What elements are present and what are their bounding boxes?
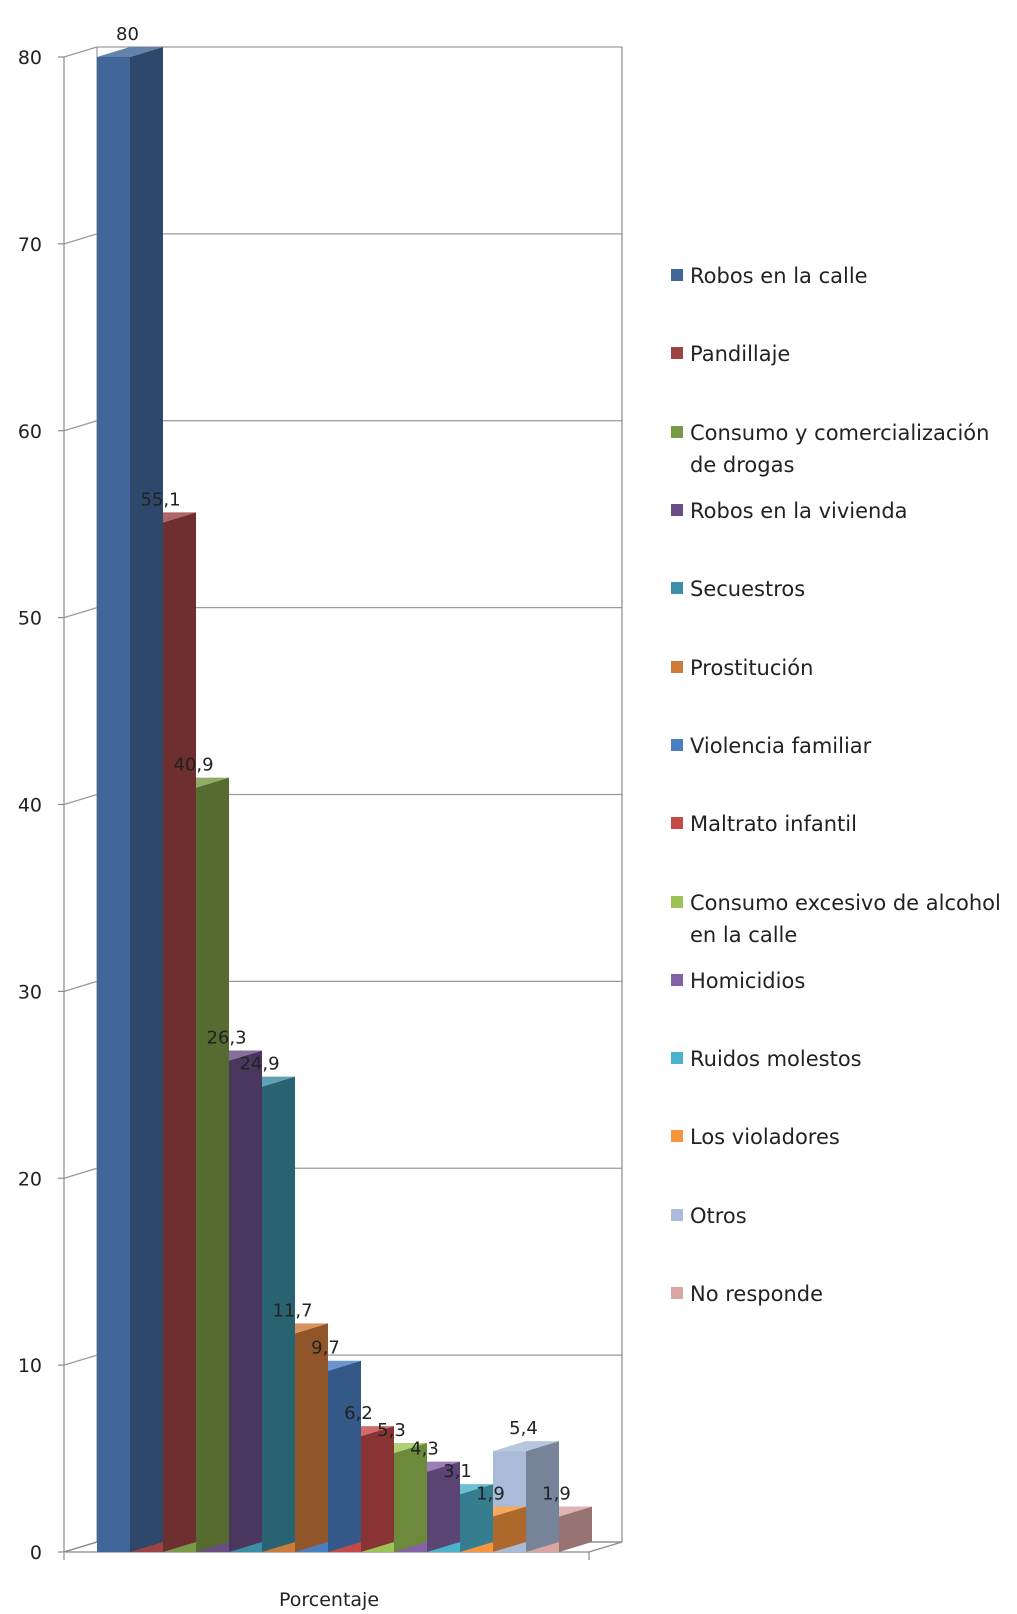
legend-label: Secuestros (690, 577, 806, 601)
bar-side-face (361, 1426, 394, 1552)
legend-label: Robos en la vivienda (690, 499, 908, 523)
legend-label: Los violadores (690, 1125, 840, 1149)
legend-swatch (671, 269, 683, 281)
legend-label: Homicidios (690, 969, 806, 993)
gridline-depth (63, 420, 98, 432)
bar-front-face (97, 57, 130, 1552)
legend-label: Pandillaje (690, 342, 791, 366)
bar-side-face (493, 1506, 526, 1552)
legend-item: Robos en la vivienda (671, 495, 1010, 527)
legend-item: No responde (671, 1278, 1010, 1310)
legend-label: Robos en la calle (690, 264, 868, 288)
gridline-depth (63, 793, 98, 806)
bar-side-face (427, 1461, 460, 1552)
data-label: 9,7 (311, 1338, 340, 1359)
legend-item: Violencia familiar (671, 730, 1010, 762)
bar-side-face (163, 512, 196, 1552)
legend-item: Secuestros (671, 573, 1010, 605)
legend-label: Maltrato infantil (690, 812, 857, 836)
legend-swatch (671, 661, 683, 673)
bar-side-face (262, 1076, 295, 1552)
data-label: 1,9 (542, 1483, 571, 1504)
legend-swatch (671, 426, 683, 438)
y-tick-label: 60 (18, 421, 42, 443)
data-label: 6,2 (344, 1403, 373, 1424)
y-tick-label: 70 (18, 234, 42, 256)
chart-data-labels: 8055,140,926,324,911,79,76,25,34,33,11,9… (116, 24, 571, 1504)
data-label: 5,3 (377, 1420, 406, 1441)
bar-top-face (97, 47, 163, 57)
gridline-depth (63, 233, 98, 245)
y-tick-label: 30 (18, 981, 42, 1003)
bar (97, 47, 163, 1552)
legend-label: Otros (690, 1204, 747, 1228)
legend-item: Consumo excesivo de alcohol en la calle (671, 887, 1010, 951)
legend-swatch (671, 582, 683, 594)
data-label: 11,7 (272, 1300, 312, 1321)
legend-swatch (671, 1052, 683, 1064)
y-tick-label: 80 (18, 47, 42, 69)
y-tick-label: 20 (18, 1168, 42, 1190)
legend-swatch (671, 1287, 683, 1299)
gridline-depth (63, 980, 98, 992)
y-tick-label: 0 (30, 1542, 42, 1564)
bar-side-face (526, 1441, 559, 1552)
legend-item: Maltrato infantil (671, 808, 1010, 840)
legend-item: Otros (671, 1200, 1010, 1232)
y-tick-label: 50 (18, 608, 42, 630)
legend-label: Ruidos molestos (690, 1047, 862, 1071)
bar-side-face (196, 777, 229, 1552)
legend-swatch (671, 347, 683, 359)
legend-item: Pandillaje (671, 338, 1010, 370)
legend-swatch (671, 974, 683, 986)
legend-swatch (671, 817, 683, 829)
data-label: 55,1 (140, 489, 180, 510)
bar-side-face (328, 1360, 361, 1552)
data-label: 4,3 (410, 1439, 439, 1460)
data-label: 24,9 (239, 1054, 279, 1075)
bar-side-face (295, 1323, 328, 1552)
legend-item: Prostitución (671, 652, 1010, 684)
legend-label: Prostitución (690, 656, 814, 680)
bar-top-face (493, 1441, 559, 1452)
data-label: 1,9 (476, 1483, 505, 1504)
legend-label: Consumo excesivo de alcohol en la calle (690, 891, 1001, 947)
bar-side-face (559, 1506, 592, 1552)
legend-swatch (671, 504, 683, 516)
y-tick-label: 10 (18, 1355, 42, 1377)
chart-axes: 0 10 20 30 40 50 60 70 80 (18, 47, 623, 1564)
legend-label: Consumo y comercialización de drogas (690, 421, 990, 477)
bar-side-face (229, 1050, 262, 1552)
legend-item: Ruidos molestos (671, 1043, 1010, 1075)
legend-swatch (671, 896, 683, 908)
data-label: 3,1 (443, 1461, 472, 1482)
legend-swatch (671, 739, 683, 751)
gridline-depth (63, 1167, 98, 1179)
gridline-depth (63, 607, 98, 619)
legend-item: Robos en la calle (671, 260, 1010, 292)
bar-side-face (130, 47, 163, 1552)
legend-item: Consumo y comercialización de drogas (671, 417, 1010, 481)
legend-label: Violencia familiar (690, 734, 872, 758)
x-axis-title: Porcentaje (279, 1589, 379, 1611)
gridline-depth (63, 1354, 98, 1366)
y-tick-label: 40 (18, 795, 42, 817)
data-label: 26,3 (206, 1028, 246, 1049)
chart-bars (97, 47, 592, 1552)
legend-item: Los violadores (671, 1121, 1010, 1153)
legend-item: Homicidios (671, 965, 1010, 997)
data-label: 40,9 (173, 755, 213, 776)
data-label: 80 (116, 24, 139, 45)
data-label: 5,4 (509, 1418, 538, 1439)
bar-side-face (460, 1484, 493, 1552)
legend-label: No responde (690, 1282, 824, 1306)
legend-swatch (671, 1130, 683, 1142)
legend-swatch (671, 1209, 683, 1221)
bar-side-face (394, 1442, 427, 1552)
gridline-depth (63, 46, 98, 58)
